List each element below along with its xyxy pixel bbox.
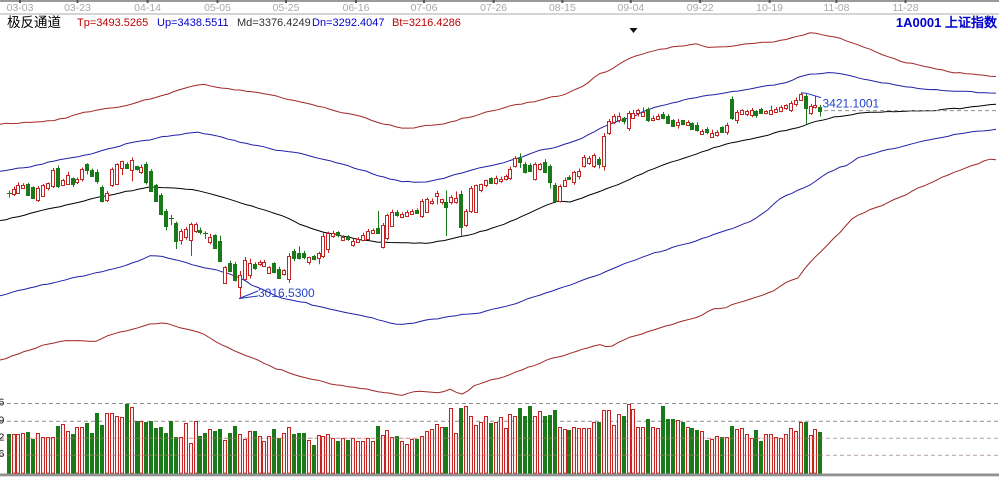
svg-text:Dn=3292.4047: Dn=3292.4047 xyxy=(312,17,384,29)
svg-text:Tp=3493.5265: Tp=3493.5265 xyxy=(77,17,148,29)
svg-text:9: 9 xyxy=(0,414,5,426)
svg-text:Md=3376.4249: Md=3376.4249 xyxy=(237,17,311,29)
svg-text:08-15: 08-15 xyxy=(549,2,576,14)
svg-text:6: 6 xyxy=(0,448,5,460)
svg-text:11-28: 11-28 xyxy=(892,2,918,14)
svg-text:10-19: 10-19 xyxy=(756,2,783,14)
svg-text:1A0001 上证指数: 1A0001 上证指数 xyxy=(896,15,998,30)
svg-text:03-23: 03-23 xyxy=(64,2,91,14)
svg-text:3421.1001: 3421.1001 xyxy=(823,97,880,111)
svg-text:07-06: 07-06 xyxy=(411,2,438,14)
svg-text:05-25: 05-25 xyxy=(273,2,300,14)
svg-text:3016.5300: 3016.5300 xyxy=(258,286,315,300)
svg-text:04-14: 04-14 xyxy=(134,2,161,14)
svg-text:Bt=3216.4286: Bt=3216.4286 xyxy=(392,17,461,29)
svg-text:极反通道: 极反通道 xyxy=(7,15,61,30)
svg-text:05-05: 05-05 xyxy=(204,2,231,14)
svg-text:07-26: 07-26 xyxy=(480,2,507,14)
svg-text:09-04: 09-04 xyxy=(617,2,644,14)
svg-text:6: 6 xyxy=(0,397,5,409)
svg-text:Up=3438.5511: Up=3438.5511 xyxy=(157,17,229,29)
svg-text:06-16: 06-16 xyxy=(343,2,370,14)
svg-text:09-22: 09-22 xyxy=(687,2,714,14)
svg-text:03-03: 03-03 xyxy=(7,2,34,14)
svg-text:11-08: 11-08 xyxy=(823,2,849,14)
svg-text:2: 2 xyxy=(0,431,5,443)
